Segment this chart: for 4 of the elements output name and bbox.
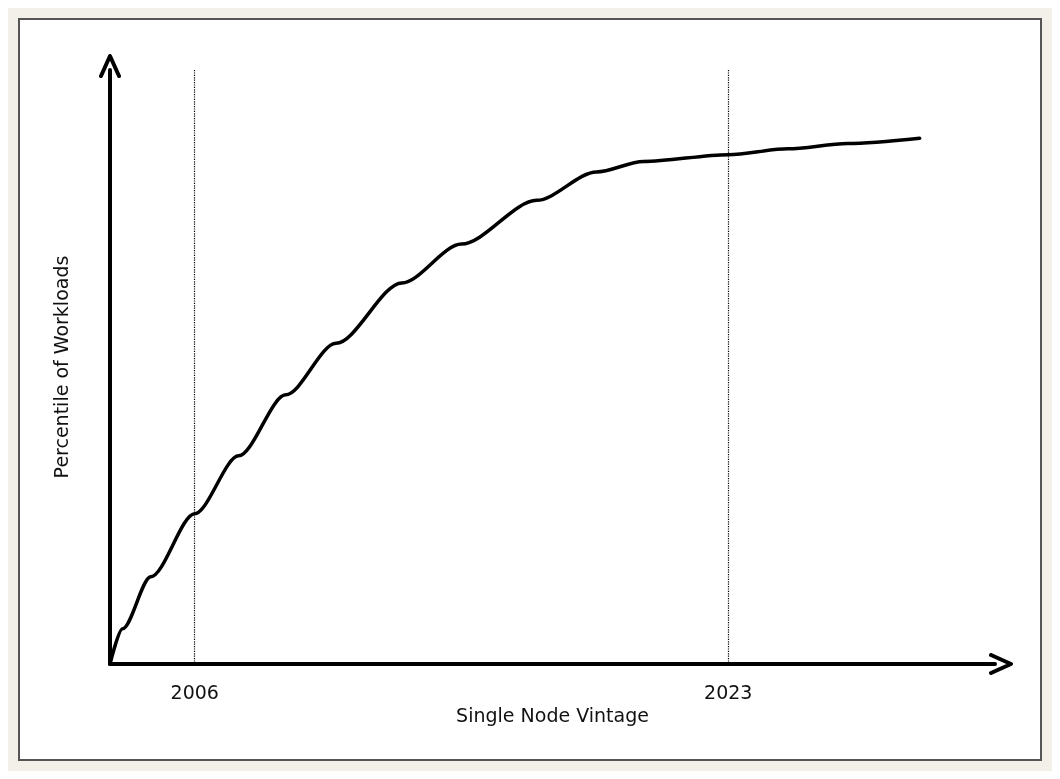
y-axis-title: Percentile of Workloads — [49, 255, 72, 479]
x-axis-title: Single Node Vintage — [456, 704, 649, 727]
x-tick-label: 2023 — [704, 680, 753, 703]
x-tick-label: 2006 — [170, 680, 219, 703]
